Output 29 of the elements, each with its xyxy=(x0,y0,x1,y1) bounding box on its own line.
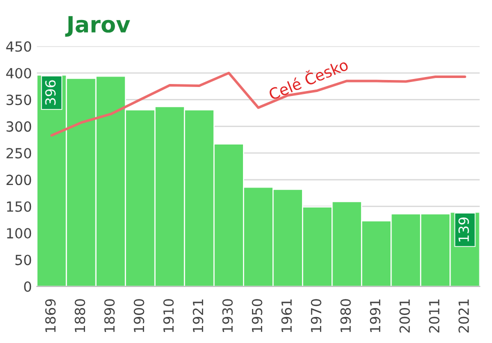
data-label: 396 xyxy=(45,80,56,105)
chart-title: Jarov xyxy=(65,16,130,37)
y-tick-label: 450 xyxy=(6,41,32,52)
y-tick-label: 300 xyxy=(6,121,32,132)
y-tick-label: 350 xyxy=(6,94,32,106)
x-tick-label: 2001 xyxy=(399,299,410,333)
y-tick-label: 100 xyxy=(7,228,32,239)
y-tick-label: 50 xyxy=(15,254,32,266)
y-tick-label: 200 xyxy=(6,174,32,186)
x-tick-label: 1890 xyxy=(104,299,115,332)
text: Celé Česko xyxy=(267,56,349,100)
x-tick-label: 1921 xyxy=(192,299,204,332)
x-tick-label: 1980 xyxy=(340,299,351,332)
x-tick-label: 1900 xyxy=(134,299,144,332)
x-tick-label: 1950 xyxy=(252,299,262,332)
x-tick-label: 2011 xyxy=(428,299,440,333)
y-tick-label: 250 xyxy=(6,148,32,158)
x-tick-label: 1970 xyxy=(310,299,322,332)
x-tick-label: 1910 xyxy=(163,299,174,332)
data-label: 139 xyxy=(458,217,469,242)
x-tick-label: 1991 xyxy=(370,299,380,332)
x-tick-label: 1869 xyxy=(45,299,56,332)
x-tick-label: 2021 xyxy=(458,299,469,333)
x-tick-label: 1930 xyxy=(222,299,233,332)
y-tick-label: 400 xyxy=(6,68,32,78)
y-tick-label: 150 xyxy=(7,201,32,212)
x-tick-label: 1961 xyxy=(281,299,292,332)
y-tick-label: 0 xyxy=(24,281,32,292)
x-tick-label: 1880 xyxy=(74,299,86,332)
